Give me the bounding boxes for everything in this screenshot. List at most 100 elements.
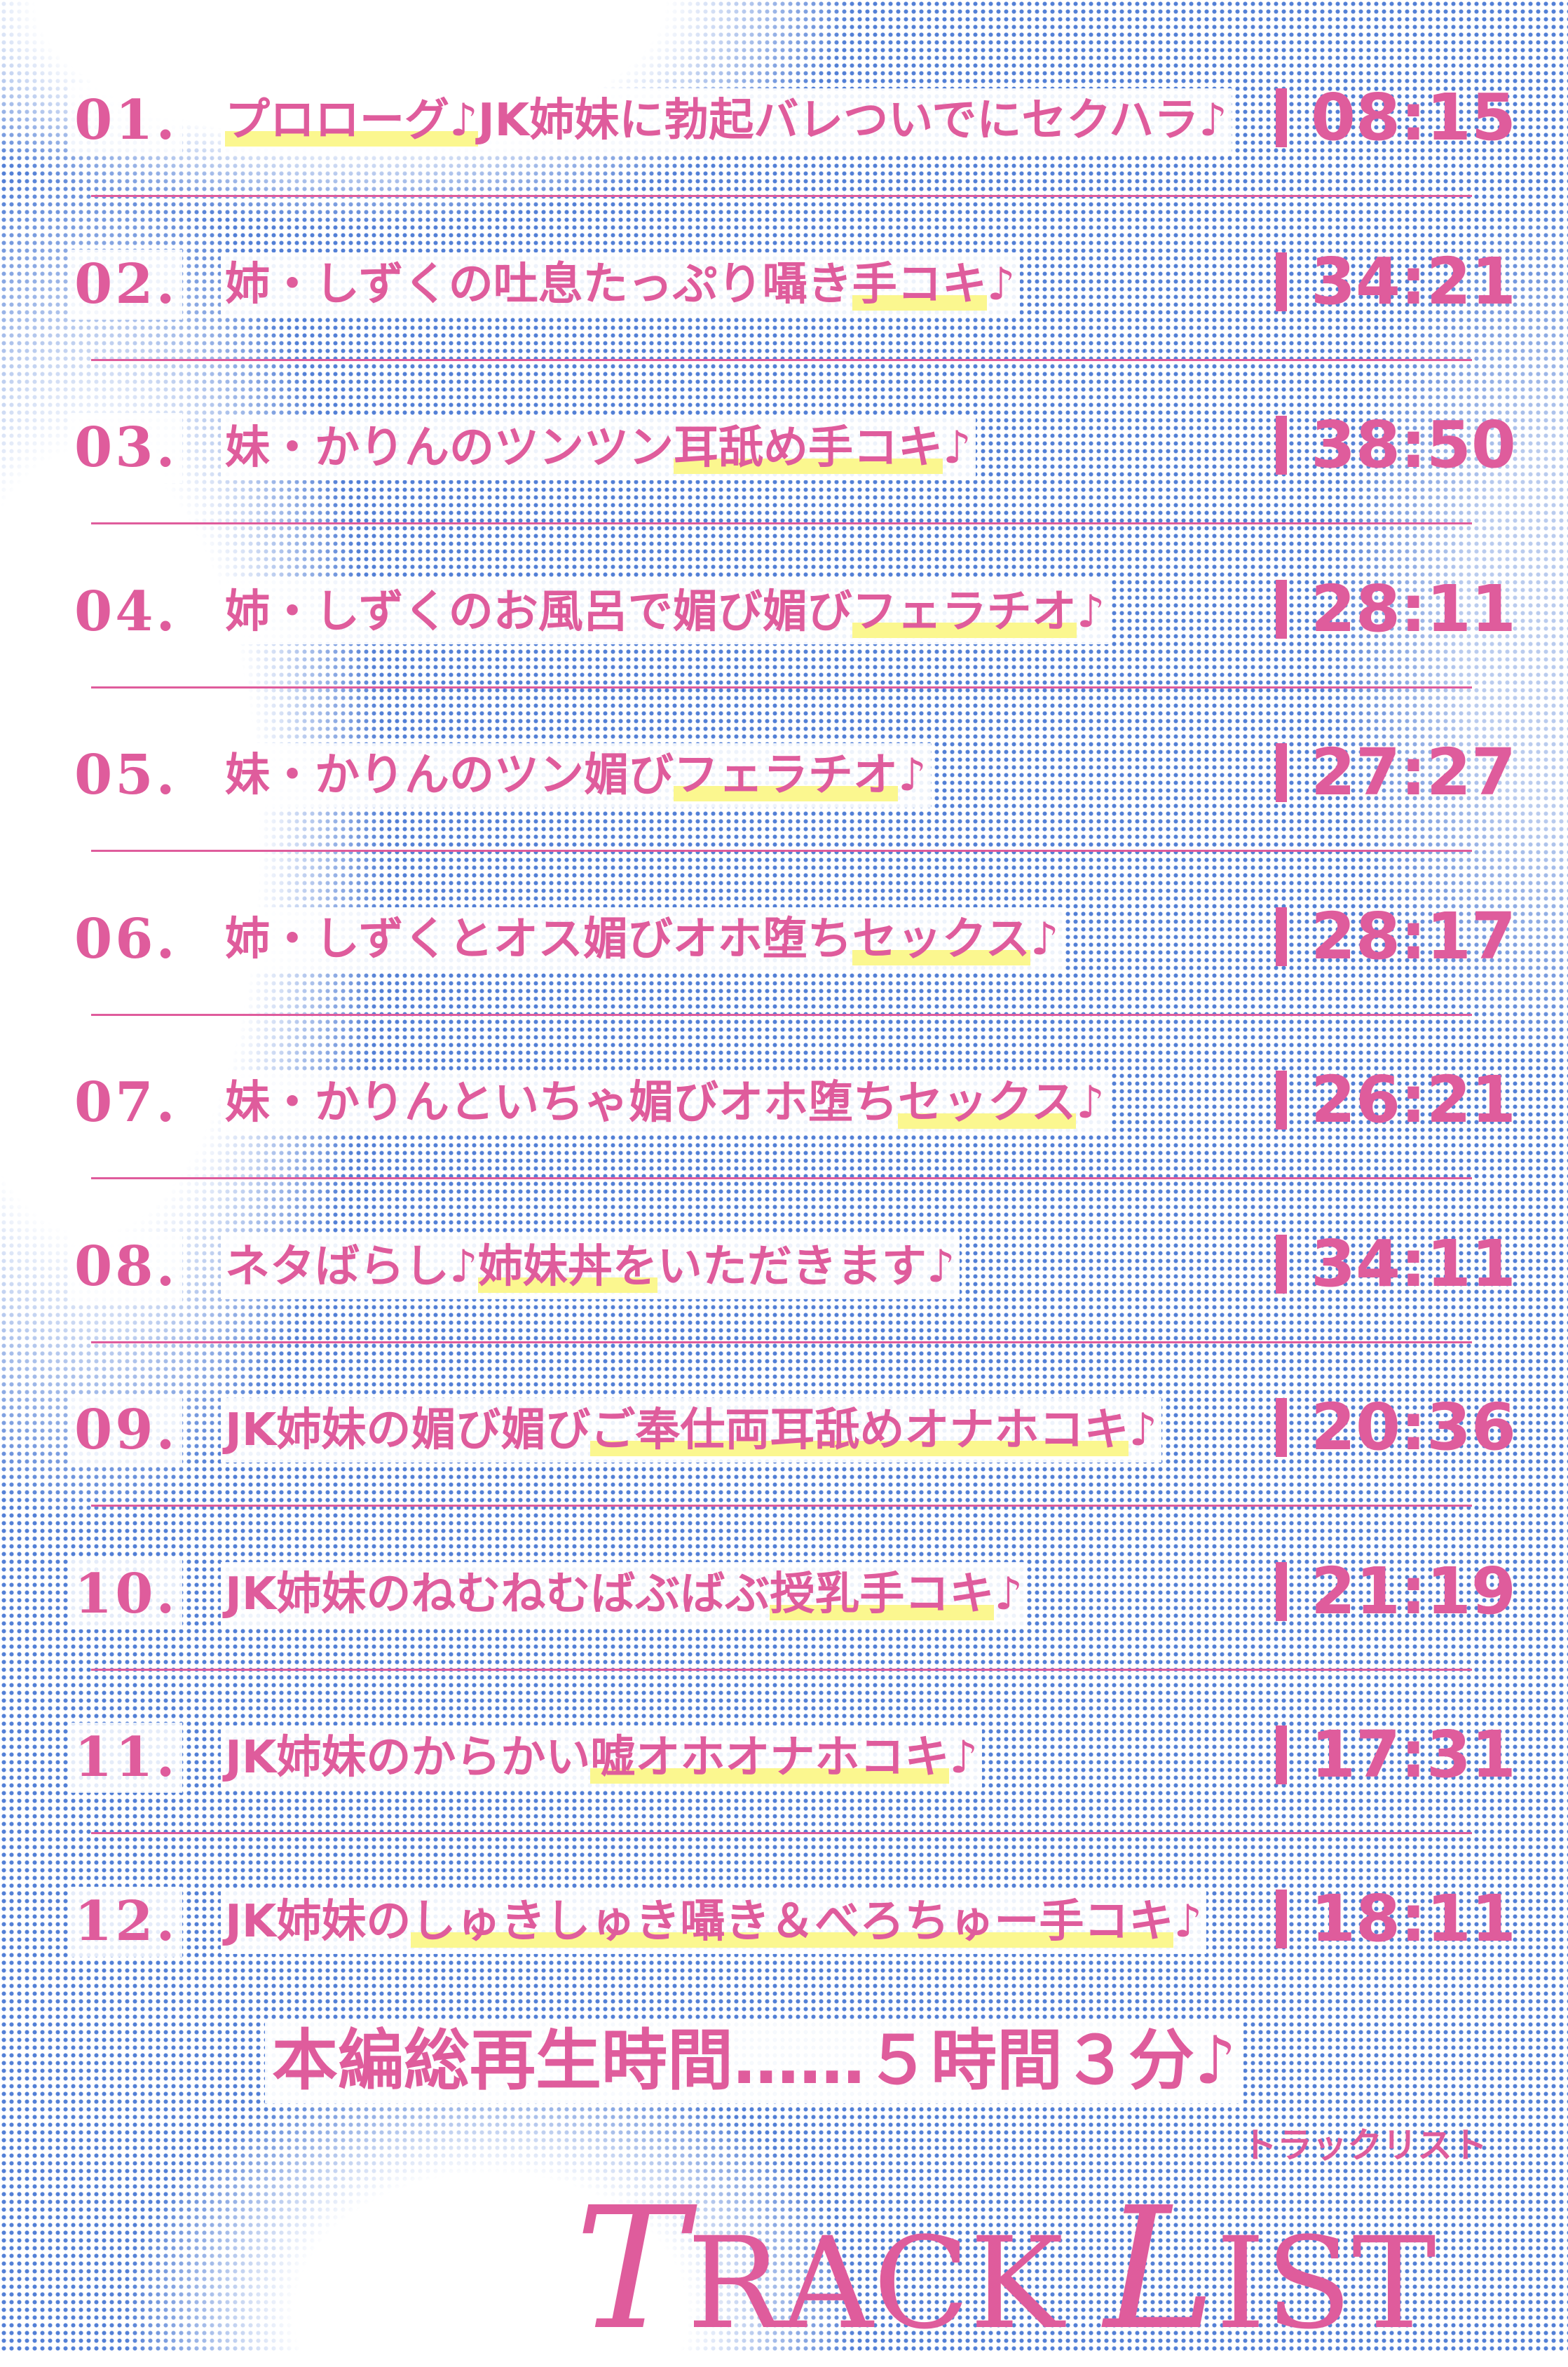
track-duration: 34:21 <box>1311 243 1516 319</box>
time-divider <box>1276 1561 1287 1621</box>
track-number: 03. <box>70 413 182 483</box>
track-duration: 38:50 <box>1311 407 1516 482</box>
title-highlight: ご奉仕両耳舐めオナホコキ <box>590 1404 1129 1456</box>
track-row: 12. JK姉妹のしゅきしゅき囁き＆べろちゅー手コキ♪ 18:11 <box>0 1880 1568 1964</box>
time-divider <box>1276 252 1287 311</box>
logo-l: L <box>1104 2171 1216 2367</box>
track-number: 05. <box>70 740 182 811</box>
logo-ist: IST <box>1215 2211 1436 2357</box>
track-duration: 28:11 <box>1311 571 1516 646</box>
track-number: 02. <box>70 249 182 320</box>
title-highlight: 嘘オホオナホコキ <box>590 1732 950 1784</box>
title-text: ♪ <box>898 750 927 801</box>
title-highlight: フェラチオ <box>674 750 898 801</box>
track-duration: 18:11 <box>1311 1880 1516 1956</box>
separator-line <box>91 850 1472 852</box>
title-text: ネタばらし♪ <box>225 1240 478 1293</box>
separator-line <box>91 686 1472 689</box>
title-text: 妹・かりんといちゃ媚びオホ堕ち <box>225 1077 898 1129</box>
track-row: 11. JK姉妹のからかい嘘オホオナホコキ♪ 17:31 <box>0 1716 1568 1800</box>
title-text: JK姉妹に勃起バレついでにセクハラ♪ <box>477 95 1227 147</box>
time-divider <box>1276 88 1287 147</box>
time-divider <box>1276 416 1287 475</box>
track-title: JK姉妹のしゅきしゅき囁き＆べろちゅー手コキ♪ <box>221 1889 1207 1954</box>
track-title: 姉・しずくのお風呂で媚び媚びフェラチオ♪ <box>221 579 1110 644</box>
title-text: 妹・かりんのツン媚び <box>225 750 674 801</box>
track-title: 妹・かりんのツン媚びフェラチオ♪ <box>221 743 931 808</box>
track-number: 07. <box>70 1068 182 1138</box>
title-highlight: 授乳手コキ <box>770 1568 995 1620</box>
track-title: JK姉妹の媚び媚びご奉仕両耳舐めオナホコキ♪ <box>221 1398 1162 1463</box>
track-row: 09. JK姉妹の媚び媚びご奉仕両耳舐めオナホコキ♪ 20:36 <box>0 1388 1568 1472</box>
track-title: 妹・かりんのツンツン耳舐め手コキ♪ <box>221 416 976 480</box>
track-row: 04. 姉・しずくのお風呂で媚び媚びフェラチオ♪ 28:11 <box>0 570 1568 654</box>
track-title: ネタばらし♪姉妹丼をいただきます♪ <box>221 1234 960 1299</box>
separator-line <box>91 1505 1472 1507</box>
track-number: 06. <box>70 904 182 975</box>
track-duration: 27:27 <box>1311 735 1516 810</box>
total-runtime: 本編総再生時間……５時間３分♪ <box>265 2019 1243 2103</box>
title-highlight: 手コキ <box>852 258 987 311</box>
time-divider <box>1276 1889 1287 1948</box>
separator-line <box>91 1013 1472 1016</box>
title-text: ♪ <box>1030 913 1059 965</box>
track-number: 10. <box>70 1559 182 1629</box>
title-text: ♪ <box>943 422 972 474</box>
time-divider <box>1276 1071 1287 1130</box>
separator-line <box>91 1668 1472 1671</box>
title-text: JK姉妹のねむねむばぶばぶ <box>225 1568 770 1620</box>
time-divider <box>1276 579 1287 639</box>
track-list-subtitle: トラックリスト <box>1242 2125 1487 2166</box>
title-highlight: プロローグ♪ <box>225 95 478 147</box>
track-row: 07. 妹・かりんといちゃ媚びオホ堕ちセックス♪ 26:21 <box>0 1061 1568 1145</box>
track-row: 02. 姉・しずくの吐息たっぷり囁き手コキ♪ 34:21 <box>0 243 1568 327</box>
track-number: 12. <box>70 1886 182 1957</box>
track-title: 姉・しずくとオス媚びオホ堕ちセックス♪ <box>221 907 1063 972</box>
title-text: 妹・かりんのツンツン <box>225 422 674 474</box>
separator-line <box>91 195 1472 197</box>
time-divider <box>1276 1234 1287 1294</box>
track-duration: 08:15 <box>1311 80 1516 155</box>
track-row: 10. JK姉妹のねむねむばぶばぶ授乳手コキ♪ 21:19 <box>0 1552 1568 1636</box>
title-text: いただきます♪ <box>657 1240 955 1293</box>
title-text: JK姉妹の <box>225 1895 411 1948</box>
title-text: ♪ <box>1129 1404 1158 1456</box>
time-divider <box>1276 907 1287 966</box>
separator-line <box>91 358 1472 361</box>
track-number: 01. <box>70 86 182 156</box>
logo-rack: RACK <box>687 2211 1105 2357</box>
track-row: 05. 妹・かりんのツン媚びフェラチオ♪ 27:27 <box>0 733 1568 818</box>
title-text: JK姉妹の媚び媚び <box>225 1404 591 1456</box>
title-text: 姉・しずくのお風呂で媚び媚び <box>225 585 852 638</box>
track-number: 04. <box>70 576 182 647</box>
track-title: JK姉妹のねむねむばぶばぶ授乳手コキ♪ <box>221 1561 1028 1627</box>
track-title: 姉・しずくの吐息たっぷり囁き手コキ♪ <box>221 252 1020 317</box>
track-number: 08. <box>70 1231 182 1302</box>
track-row: 03. 妹・かりんのツンツン耳舐め手コキ♪ 38:50 <box>0 406 1568 490</box>
separator-line <box>91 1341 1472 1343</box>
title-highlight: しゅきしゅき囁き＆べろちゅー手コキ <box>411 1895 1174 1948</box>
track-duration: 17:31 <box>1311 1717 1516 1792</box>
track-number: 09. <box>70 1395 182 1465</box>
title-highlight: セックス <box>852 913 1030 965</box>
separator-line <box>91 1177 1472 1179</box>
time-divider <box>1276 743 1287 802</box>
logo-t: T <box>575 2171 688 2367</box>
track-duration: 26:21 <box>1311 1062 1516 1137</box>
track-duration: 34:11 <box>1311 1226 1516 1301</box>
track-duration: 28:17 <box>1311 898 1516 974</box>
track-title: 妹・かりんといちゃ媚びオホ堕ちセックス♪ <box>221 1071 1109 1135</box>
separator-line <box>91 522 1472 524</box>
title-text: ♪ <box>1076 1077 1105 1129</box>
track-row: 06. 姉・しずくとオス媚びオホ堕ちセックス♪ 28:17 <box>0 897 1568 982</box>
title-highlight: 耳舐め手コキ <box>674 422 943 474</box>
title-highlight: フェラチオ <box>852 585 1077 638</box>
time-divider <box>1276 1398 1287 1457</box>
title-highlight: セックス <box>898 1077 1077 1129</box>
track-list-logo: TRACK LIST <box>575 2185 1436 2361</box>
track-duration: 21:19 <box>1311 1553 1516 1629</box>
track-title: プロローグ♪JK姉妹に勃起バレついでにセクハラ♪ <box>221 88 1232 153</box>
title-text: ♪ <box>1076 585 1105 638</box>
title-text: ♪ <box>949 1732 979 1784</box>
